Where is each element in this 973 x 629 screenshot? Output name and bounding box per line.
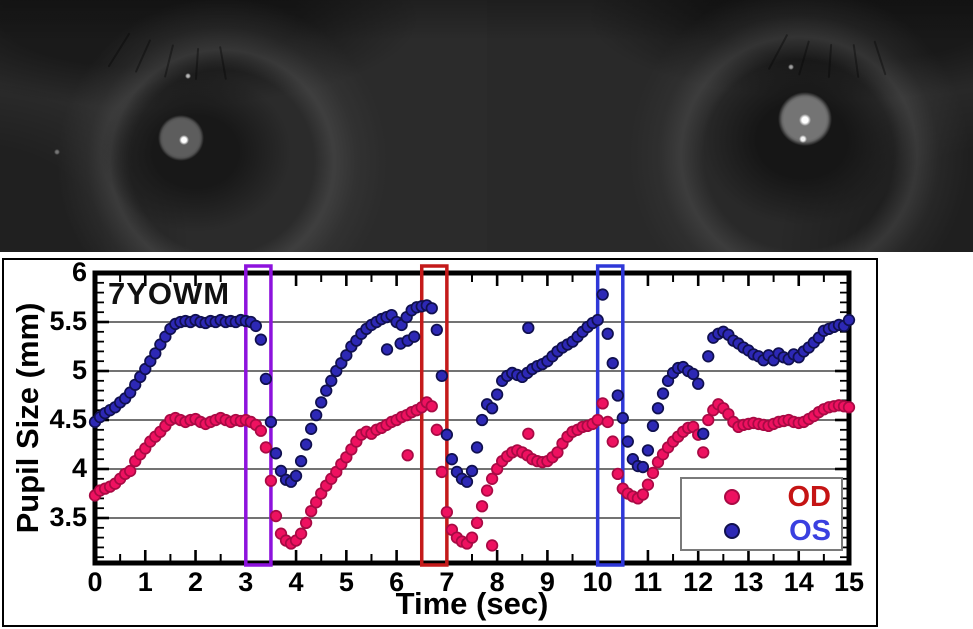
eyelash-shadow: [767, 33, 789, 71]
x-tick-label: 7: [439, 567, 455, 597]
od-marker-icon: [724, 488, 740, 505]
legend-row-od: OD: [682, 480, 841, 513]
x-tick-label: 10: [582, 567, 613, 597]
legend-label-od: OD: [787, 480, 832, 513]
x-tick-label: 5: [338, 567, 354, 597]
x-tick-label: 9: [539, 567, 555, 597]
x-tick-label: 15: [833, 567, 865, 597]
x-tick-label: 4: [288, 567, 304, 597]
eyelash-shadow: [827, 43, 833, 79]
legend-row-os: OS: [682, 515, 841, 548]
y-tick-label: 5.5: [49, 306, 87, 336]
y-tick-label: 4.5: [49, 404, 87, 434]
eyelash-shadow: [873, 40, 887, 76]
x-tick-label: 1: [137, 567, 153, 597]
eyelash-shadow: [852, 44, 860, 78]
os-marker-icon: [724, 523, 740, 540]
infrared-eye-photo-left: [0, 0, 487, 252]
eyelash-shadow: [798, 40, 810, 76]
x-tick-label: 2: [188, 567, 204, 597]
x-tick-label: 11: [633, 567, 663, 597]
eyelash-shadow: [134, 39, 152, 73]
chart-legend: OD OS: [680, 477, 843, 551]
x-tick-label: 12: [683, 567, 714, 597]
legend-label-os: OS: [789, 515, 831, 548]
y-tick-label: 5: [71, 355, 87, 385]
x-tick-label: 13: [733, 567, 764, 597]
x-tick-label: 6: [389, 567, 405, 597]
eyelash-shadow: [107, 32, 131, 68]
x-tick-label: 3: [238, 567, 254, 597]
y-tick-label: 6: [71, 257, 87, 287]
x-axis-title: Time (sec): [395, 586, 549, 621]
y-tick-label: 4: [71, 453, 87, 483]
y-tick-label: 3.5: [49, 502, 87, 532]
x-tick-label: 14: [783, 567, 814, 597]
eyelash-shadow: [163, 44, 175, 78]
infrared-eye-photo-right: [487, 0, 973, 252]
x-tick-label: 8: [489, 567, 505, 597]
x-tick-label: 0: [87, 567, 103, 597]
eyelash-shadow: [194, 47, 200, 81]
eyelash-shadow: [219, 46, 227, 80]
subject-annotation: 7YOWM: [108, 276, 231, 311]
